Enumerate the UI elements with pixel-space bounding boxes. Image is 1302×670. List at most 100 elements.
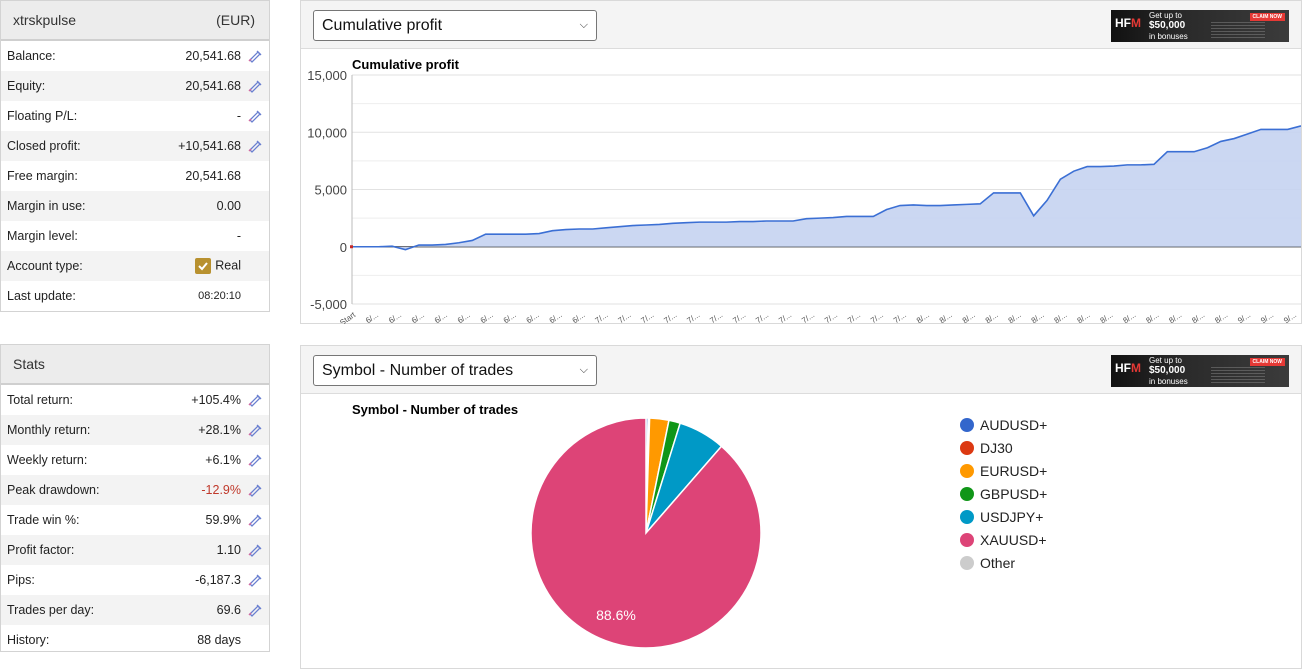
legend-label: DJ30 [980, 440, 1013, 456]
chart-edit-icon[interactable] [241, 139, 269, 153]
chart-edit-icon[interactable] [241, 483, 269, 497]
ad-line-1: Get up to [1149, 356, 1182, 365]
stats-row: Trade win %: 59.9% [1, 505, 269, 535]
x-tick-label: 6/... [479, 310, 495, 324]
account-row-label: Floating P/L: [7, 109, 78, 123]
x-tick-label: 9/... [1259, 310, 1275, 324]
stats-row: History: 88 days [1, 625, 269, 655]
ad-claim-button[interactable]: CLAIM NOW [1249, 358, 1285, 366]
ad-line-1: Get up to [1149, 11, 1182, 20]
stats-row-value: -12.9% [201, 483, 241, 497]
x-tick-label: 9/... [1236, 310, 1252, 324]
legend-item[interactable]: GBPUSD+ [960, 486, 1047, 502]
chart-edit-icon[interactable] [241, 109, 269, 123]
pie-type-select-value: Symbol - Number of trades [322, 361, 514, 379]
x-tick-label: 8/... [961, 310, 977, 324]
x-tick-label: 8/... [1007, 310, 1023, 324]
pie-slice[interactable] [530, 417, 762, 649]
stats-row-label: Trade win %: [7, 513, 80, 527]
stats-row-value: 59.9% [205, 513, 241, 527]
stats-header: Stats [1, 345, 269, 385]
stats-row-value: 88 days [197, 633, 241, 647]
chevron-down-icon: ⌵ [579, 364, 588, 376]
x-tick-label: 8/... [1121, 310, 1137, 324]
account-row: Equity: 20,541.68 [1, 71, 269, 101]
x-tick-label: 6/... [433, 310, 449, 324]
x-tick-label: 7/... [639, 310, 655, 324]
x-tick-label: 8/... [1167, 310, 1183, 324]
account-row-label: Free margin: [7, 169, 78, 183]
ad-line-2: $50,000 [1149, 20, 1186, 31]
stats-row: Total return: +105.4% [1, 385, 269, 415]
profit-area [352, 125, 1301, 250]
x-tick-label: 7/... [685, 310, 701, 324]
chart-edit-icon[interactable] [241, 393, 269, 407]
y-tick-label: 5,000 [314, 183, 347, 198]
ad-claim-button[interactable]: CLAIM NOW [1249, 13, 1285, 21]
stats-panel: Stats Total return: +105.4% Monthly return… [0, 344, 270, 652]
legend-item[interactable]: EURUSD+ [960, 463, 1047, 479]
legend-item[interactable]: Other [960, 555, 1015, 571]
legend-item[interactable]: DJ30 [960, 440, 1013, 456]
chart-edit-icon[interactable] [241, 49, 269, 63]
chart-edit-icon[interactable] [241, 513, 269, 527]
x-tick-label: 7/... [823, 310, 839, 324]
y-tick-label: 0 [340, 240, 347, 255]
chart-type-select[interactable]: Cumulative profit ⌵ [313, 10, 597, 41]
account-row: Margin in use: 0.00 [1, 191, 269, 221]
x-tick-label: 7/... [662, 310, 678, 324]
pie-type-select[interactable]: Symbol - Number of trades ⌵ [313, 355, 597, 386]
account-type-value: Real [215, 258, 241, 273]
legend-item[interactable]: USDJPY+ [960, 509, 1043, 525]
account-row: Free margin: 20,541.68 [1, 161, 269, 191]
chart-edit-icon[interactable] [241, 453, 269, 467]
x-tick-label: 7/... [777, 310, 793, 324]
account-row-value: - [236, 109, 241, 123]
stats-row: Monthly return: +28.1% [1, 415, 269, 445]
stats-title: Stats [13, 356, 45, 372]
ad-fine-print [1211, 367, 1265, 383]
legend-dot-icon [960, 533, 974, 547]
account-rows: Balance: 20,541.68 Equity: 20,541.68 Floatin… [1, 41, 269, 311]
x-tick-label: 6/... [525, 310, 541, 324]
legend-dot-icon [960, 441, 974, 455]
legend-item[interactable]: AUDUSD+ [960, 417, 1047, 433]
x-tick-label: 8/... [1098, 310, 1114, 324]
cumulative-profit-panel: Cumulative profit ⌵ HFM Get up to $50,00… [300, 0, 1302, 324]
symbol-trades-toolbar: Symbol - Number of trades ⌵ HFM Get up t… [301, 346, 1301, 394]
x-tick-label: 7/... [800, 310, 816, 324]
chart-edit-icon[interactable] [241, 543, 269, 557]
x-tick-label: 8/... [915, 310, 931, 324]
cumulative-profit-chart: Cumulative profit 15,000 10,000 5,000 0 -5,00… [307, 57, 1301, 324]
x-tick-label: 7/... [731, 310, 747, 324]
account-row-label: Margin in use: [7, 199, 86, 213]
x-tick-label: 6/... [548, 310, 564, 324]
x-tick-label: 6/... [364, 310, 380, 324]
chart-edit-icon[interactable] [241, 603, 269, 617]
legend-dot-icon [960, 418, 974, 432]
ad-banner[interactable]: HFM Get up to $50,000 in bonuses CLAIM N… [1111, 355, 1289, 387]
x-tick-label: 6/... [502, 310, 518, 324]
account-row: Floating P/L: - [1, 101, 269, 131]
x-tick-label: 8/... [1075, 310, 1091, 324]
account-row-label: Last update: [7, 289, 76, 303]
legend-item[interactable]: XAUUSD+ [960, 532, 1047, 548]
stats-row-label: Trades per day: [7, 603, 95, 617]
account-row: Balance: 20,541.68 [1, 41, 269, 71]
slice-label: 88.6% [596, 607, 636, 623]
account-row-value: 20,541.68 [185, 169, 241, 183]
ad-banner[interactable]: HFM Get up to $50,000 in bonuses CLAIM N… [1111, 10, 1289, 42]
chart-edit-icon[interactable] [241, 79, 269, 93]
stats-row: Profit factor: 1.10 [1, 535, 269, 565]
chart-edit-icon[interactable] [241, 573, 269, 587]
account-header: xtrskpulse (EUR) [1, 1, 269, 41]
legend-dot-icon [960, 556, 974, 570]
legend-label: AUDUSD+ [980, 417, 1048, 433]
stats-row-label: Monthly return: [7, 423, 91, 437]
x-tick-label: 7/... [754, 310, 770, 324]
x-tick-label: 6/... [571, 310, 587, 324]
x-tick-label: 7/... [869, 310, 885, 324]
legend-dot-icon [960, 510, 974, 524]
chart-edit-icon[interactable] [241, 423, 269, 437]
stats-row: Pips: -6,187.3 [1, 565, 269, 595]
